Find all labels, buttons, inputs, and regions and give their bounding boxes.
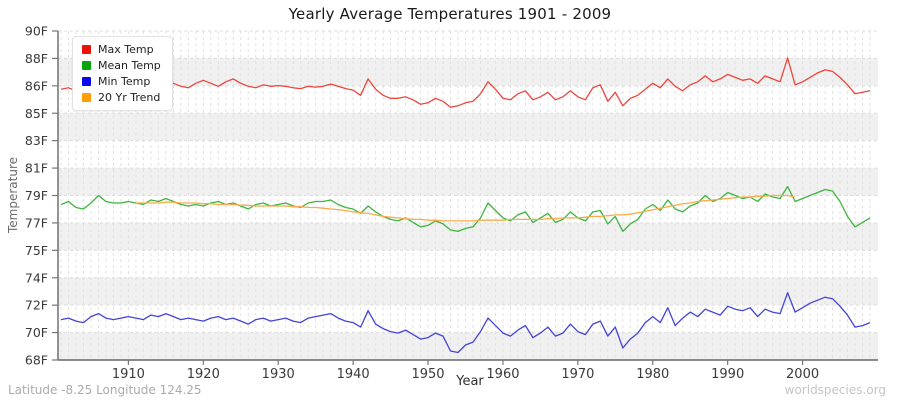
legend-item-mean-temp: Mean Temp [82, 58, 161, 73]
y-tick-label: 77F [25, 215, 48, 230]
y-tick-label: 75F [25, 243, 48, 258]
watermark: worldspecies.org [784, 383, 886, 397]
y-tick-label: 85F [25, 106, 48, 121]
y-tick-label: 86F [25, 78, 48, 93]
x-axis-title: Year [456, 374, 484, 389]
plot-background-band [58, 113, 878, 141]
plot-background-band [58, 168, 878, 196]
min-temp-line [60, 292, 871, 354]
plot-background-band [58, 195, 878, 223]
legend-item-min-temp: Min Temp [82, 74, 161, 89]
max-temp-line [60, 57, 871, 108]
x-tick-label: 1930 [262, 367, 295, 382]
y-tick-label: 83F [25, 133, 48, 148]
x-tick-label: 1920 [187, 367, 220, 382]
x-tick-label: 2000 [786, 367, 819, 382]
legend-label-mean-temp: Mean Temp [98, 59, 161, 72]
mean-temp-color-swatch [82, 61, 91, 70]
y-axis-title: Temperature [6, 157, 20, 234]
chart-title: Yearly Average Temperatures 1901 - 2009 [288, 5, 612, 23]
coordinates-label: Latitude -8.25 Longitude 124.25 [8, 383, 202, 397]
plot-background-band [58, 85, 878, 114]
plot-background-band [58, 31, 878, 59]
x-tick-label: 1940 [337, 367, 370, 382]
mean-temp-line [60, 185, 871, 233]
max-temp-color-swatch [82, 45, 91, 54]
legend-label-20yr-trend: 20 Yr Trend [98, 91, 161, 104]
legend-label-min-temp: Min Temp [98, 75, 151, 88]
20-yr-trend-line [135, 194, 796, 222]
x-tick-label: 1970 [561, 367, 594, 382]
x-tick-label: 1990 [711, 367, 744, 382]
plot-background-band [58, 58, 878, 86]
y-tick-label: 88F [25, 51, 48, 66]
y-tick-label: 74F [25, 270, 48, 285]
plot-background-band [58, 140, 878, 169]
min-temp-color-swatch [82, 77, 91, 86]
legend-item-20yr-trend: 20 Yr Trend [82, 90, 161, 105]
plot-background-band [58, 277, 878, 306]
y-tick-label: 70F [25, 325, 48, 340]
x-tick-label: 1960 [486, 367, 519, 382]
plot-background-band [58, 250, 878, 278]
chart-legend: Max Temp Mean Temp Min Temp 20 Yr Trend [72, 36, 173, 111]
y-tick-label: 81F [25, 161, 48, 176]
x-tick-label: 1910 [112, 367, 145, 382]
x-tick-label: 1950 [411, 367, 444, 382]
legend-item-max-temp: Max Temp [82, 42, 161, 57]
x-tick-label: 1980 [636, 367, 669, 382]
plot-background-band [58, 332, 878, 360]
trend-color-swatch [82, 93, 91, 102]
y-tick-label: 72F [25, 298, 48, 313]
legend-label-max-temp: Max Temp [98, 43, 154, 56]
y-tick-label: 79F [25, 188, 48, 203]
y-tick-label: 90F [25, 24, 48, 39]
y-tick-label: 68F [25, 353, 48, 368]
